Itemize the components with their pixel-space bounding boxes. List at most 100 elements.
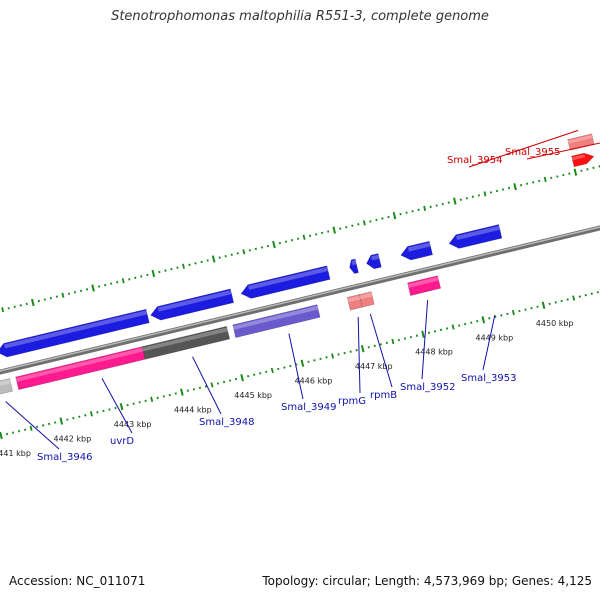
lower-scale-tick: [554, 301, 557, 304]
gene-smal-3955-a[interactable]: [571, 152, 595, 168]
lower-scale-tick: [500, 314, 503, 317]
forward-gene-6[interactable]: [349, 258, 359, 274]
lower-scale-tick: [415, 334, 419, 337]
lower-scale-tick: [78, 415, 81, 418]
upper-scale-tick: [278, 241, 282, 245]
gene-label[interactable]: Smal_3948: [199, 417, 254, 428]
upper-scale-tick: [362, 220, 366, 226]
upper-scale-tick: [146, 273, 149, 277]
lower-scale-tick: [102, 409, 105, 413]
lower-scale-tick: [0, 431, 3, 440]
lower-scale-tick: [54, 421, 57, 424]
gene-label[interactable]: Smal_3955: [505, 147, 560, 158]
lower-scale-tick: [566, 298, 569, 301]
upper-scale-tick: [381, 217, 384, 220]
lower-scale-tick: [72, 416, 75, 420]
lower-scale-tick: [228, 379, 232, 382]
upper-scale-tick: [483, 191, 487, 197]
upper-scale-tick: [453, 197, 457, 205]
upper-scale-tick: [339, 227, 342, 230]
upper-scale-tick: [550, 176, 553, 180]
forward-gene-7[interactable]: [366, 253, 382, 270]
lower-scale-tick: [494, 315, 497, 319]
gene-label[interactable]: Smal_3946: [37, 452, 92, 463]
axis-tick-label: 4445 kbp: [234, 391, 272, 400]
upper-scale-tick: [128, 278, 131, 281]
axis-tick-label: 4443 kbp: [114, 420, 152, 429]
gene-label[interactable]: Smal_3954: [447, 155, 502, 166]
upper-scale-tick: [206, 259, 209, 262]
gene-rpmB[interactable]: [358, 291, 375, 308]
lower-scale-tick: [536, 305, 539, 308]
forward-gene-5[interactable]: [240, 265, 331, 299]
lower-scale-tick: [360, 345, 365, 353]
lower-scale-tick: [162, 395, 165, 398]
upper-scale-tick: [211, 255, 216, 263]
upper-scale-tick: [91, 284, 95, 292]
upper-scale-tick: [25, 302, 28, 306]
upper-scale-tick: [79, 289, 83, 293]
upper-scale-tick: [471, 195, 474, 199]
upper-scale-tick: [85, 288, 89, 291]
upper-scale-tick: [447, 201, 450, 204]
gene-label[interactable]: rpmG: [338, 396, 366, 407]
axis-tick-label: 4444 kbp: [174, 406, 212, 415]
lower-scale-tick: [84, 414, 87, 417]
upper-scale-tick: [465, 197, 468, 200]
lower-scale-tick: [114, 406, 117, 410]
forward-gene-4[interactable]: [150, 288, 235, 321]
lower-scale-tick: [385, 341, 388, 345]
gene-smal-3946[interactable]: [0, 378, 13, 397]
upper-scale-tick: [7, 307, 10, 310]
lower-scale-tick: [198, 386, 202, 390]
lower-scale-tick: [518, 309, 521, 313]
upper-scale-tick: [321, 231, 324, 235]
gene-label-leader: [5, 401, 60, 450]
lower-scale-tick: [511, 309, 515, 316]
lower-scale-tick: [144, 399, 147, 403]
gene-smal-3949[interactable]: [232, 304, 321, 338]
lower-scale-tick: [240, 374, 244, 382]
forward-gene-9[interactable]: [448, 224, 503, 249]
upper-scale-tick: [134, 276, 137, 280]
lower-scale-tick: [578, 295, 581, 298]
gene-label[interactable]: uvrD: [110, 436, 134, 447]
lower-scale-tick: [421, 330, 425, 338]
forward-gene-6-highlight: [351, 260, 357, 266]
upper-scale-tick: [573, 168, 578, 176]
lower-scale-tick: [138, 401, 141, 404]
gene-smal-3948[interactable]: [141, 326, 231, 360]
gene-label[interactable]: Smal_3953: [461, 373, 516, 384]
forward-gene-8[interactable]: [400, 240, 433, 261]
lower-scale-tick: [119, 402, 124, 411]
lower-scale-tick: [397, 338, 400, 342]
lower-scale-tick: [409, 335, 413, 339]
upper-scale-tick: [526, 182, 529, 185]
upper-scale-tick: [230, 253, 233, 256]
gene-smal-3952[interactable]: [407, 275, 442, 296]
gene-uvrD-highlight: [15, 347, 144, 382]
upper-scale-tick: [1, 307, 5, 313]
gene-smal-3952-highlight: [407, 276, 439, 288]
upper-scale-tick: [315, 233, 318, 236]
forward-gene-8-highlight: [407, 242, 431, 252]
gene-smal-3948-highlight: [142, 327, 228, 352]
upper-scale-tick: [387, 215, 390, 219]
gene-label-leader: [357, 316, 361, 394]
lower-scale-tick: [247, 374, 250, 378]
forward-gene-3[interactable]: [0, 308, 150, 358]
forward-gene-5-highlight: [248, 267, 329, 290]
forward-gene-7-highlight: [371, 254, 380, 261]
upper-scale-tick: [302, 234, 306, 240]
lower-scale-tick: [36, 425, 39, 429]
gene-label[interactable]: Smal_3952: [400, 382, 455, 393]
gene-label[interactable]: Smal_3949: [281, 402, 336, 413]
gene-label[interactable]: rpmB: [370, 390, 397, 401]
lower-scale-tick: [584, 293, 587, 297]
upper-scale-tick: [532, 181, 535, 184]
lower-scale-tick: [476, 319, 479, 323]
upper-scale-tick: [441, 202, 444, 206]
lower-scale-tick: [59, 417, 64, 425]
